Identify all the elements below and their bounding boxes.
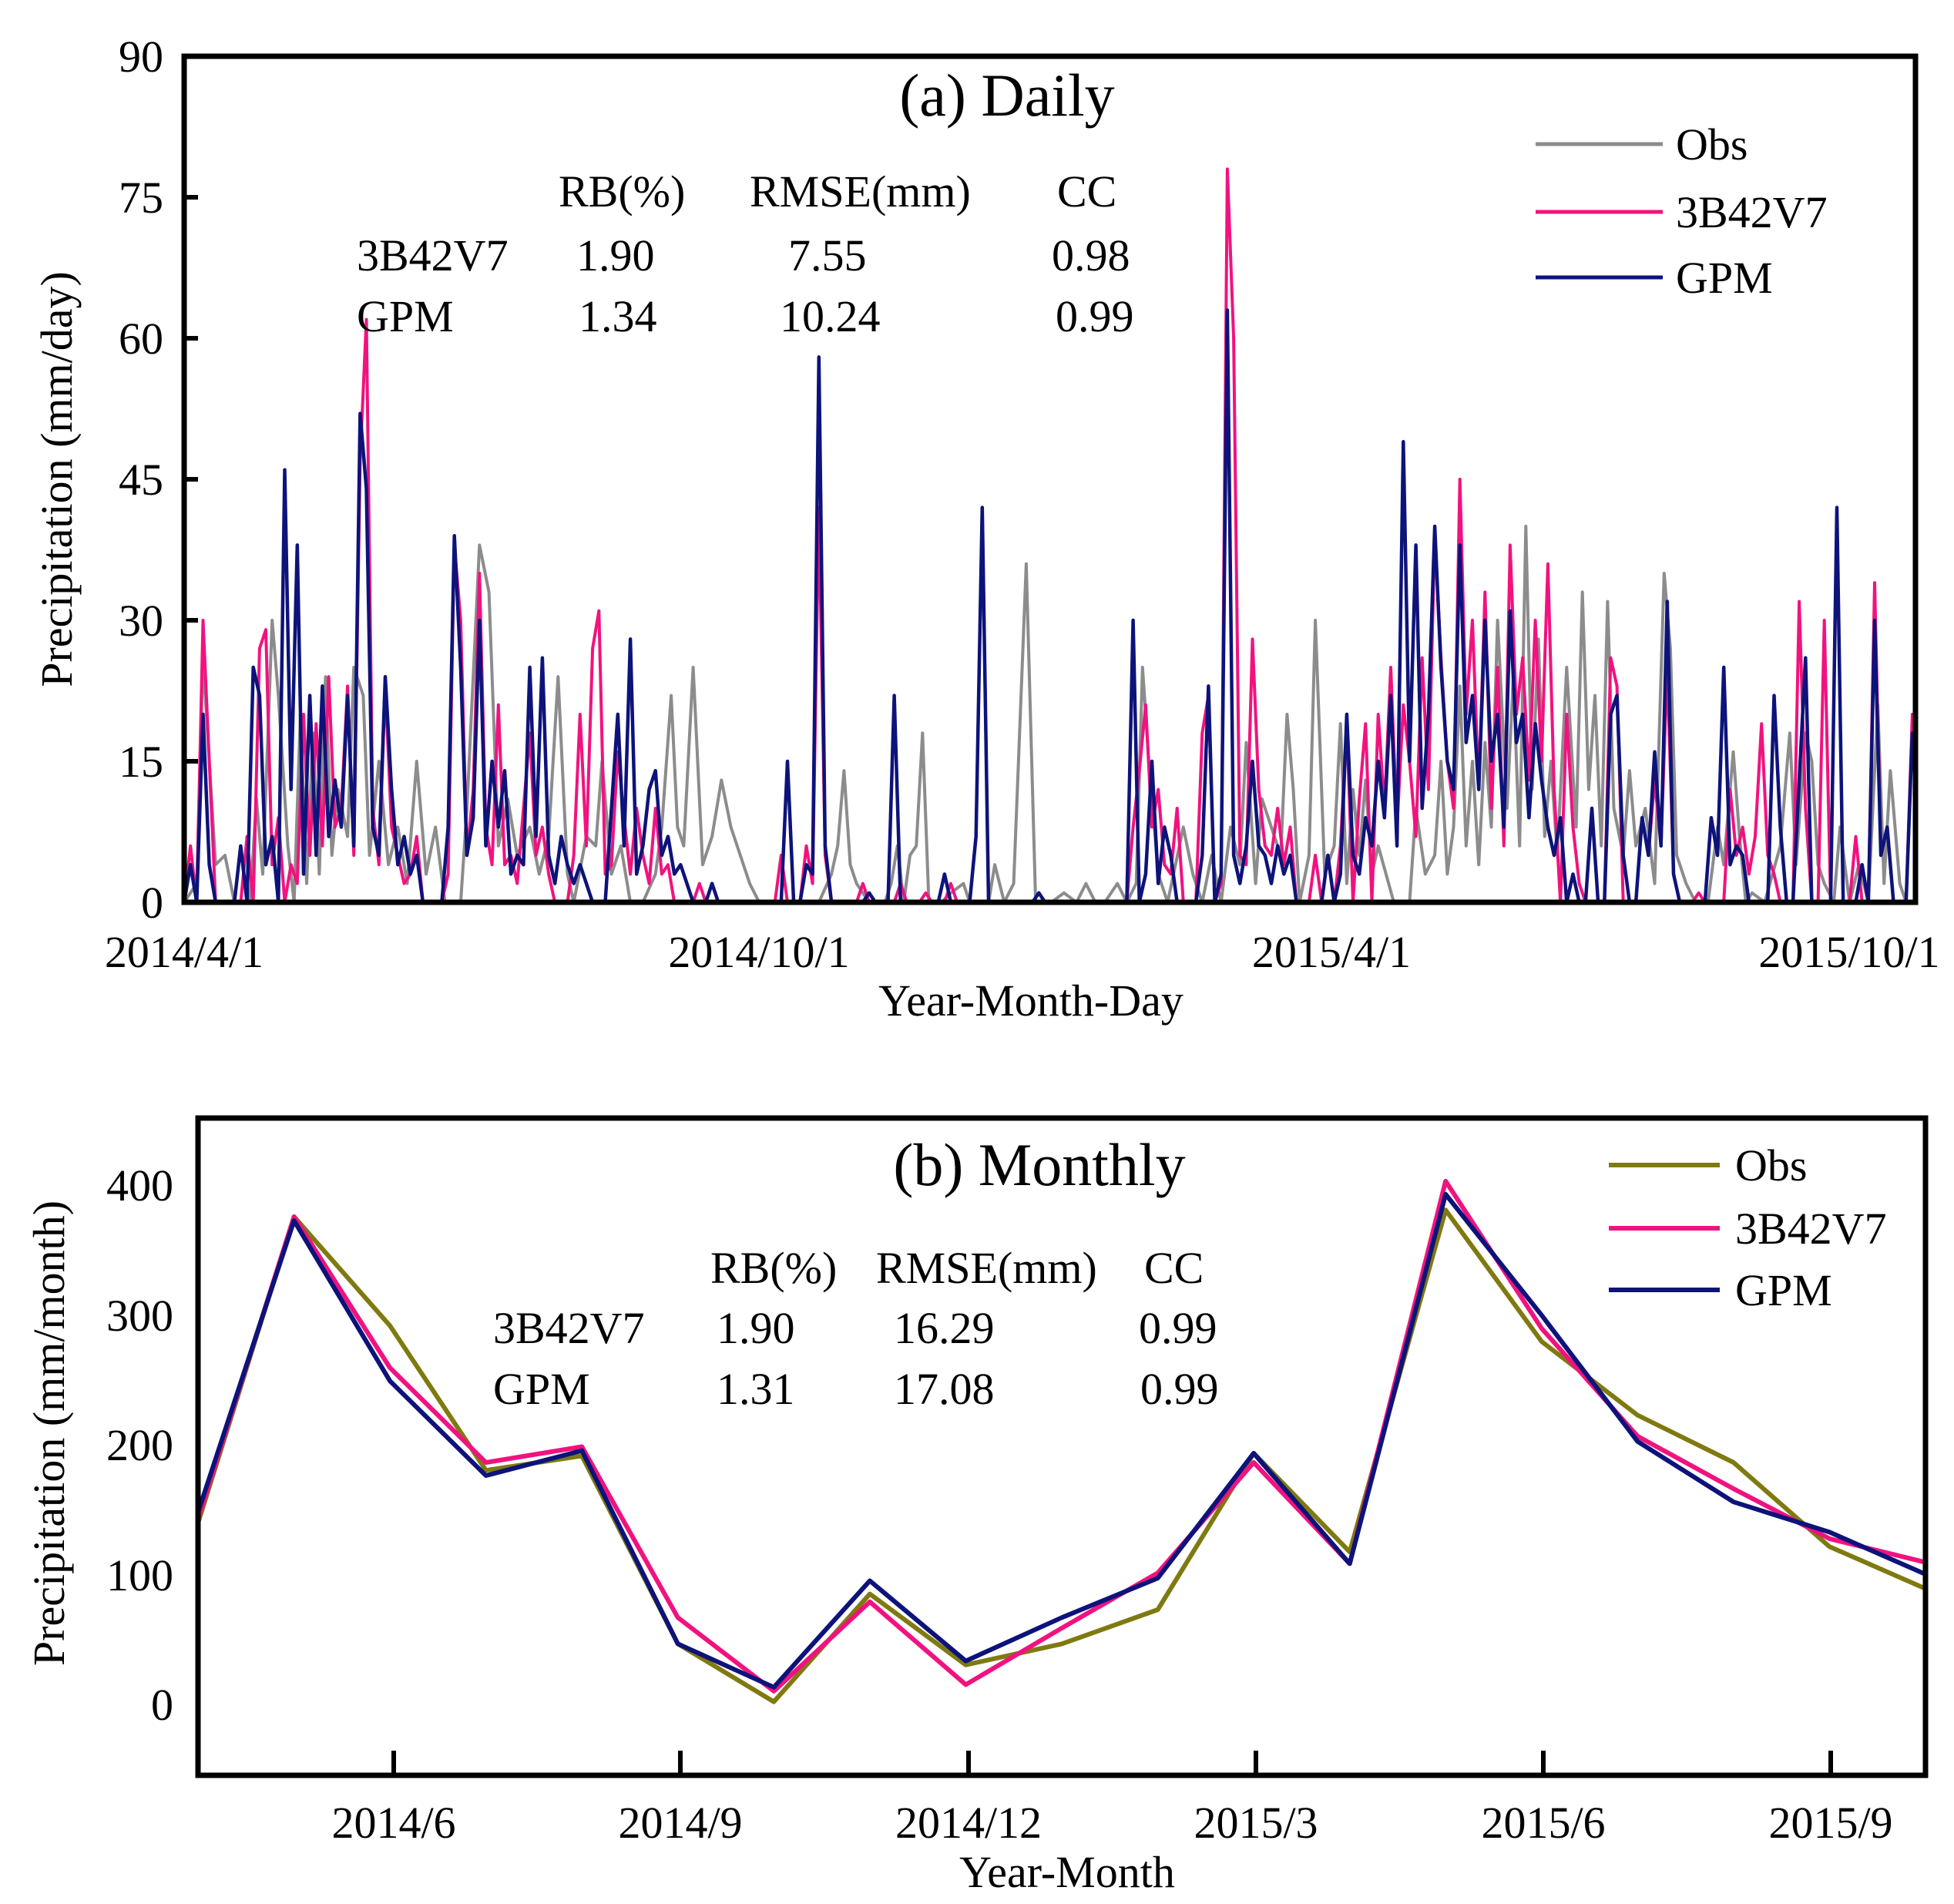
monthly-stats-row-rb: 1.90 (717, 1303, 795, 1353)
monthly-xtick-label: 2014/12 (895, 1798, 1042, 1848)
monthly-ytick-label: 200 (106, 1420, 173, 1470)
monthly-plot-frame (195, 1115, 1929, 1778)
monthly-stats-row-rmse: 16.29 (894, 1303, 995, 1353)
daily-x-axis-title: Year-Month-Day (878, 976, 1183, 1026)
monthly-chart-title: (b) Monthly (893, 1131, 1185, 1198)
monthly-stats-table: RB(%) RMSE(mm) CC 3B42V7 1.90 16.29 0.99… (493, 1243, 1219, 1414)
daily-xtick-label: 2015/4/1 (1252, 927, 1411, 977)
daily-stats-row-rb: 1.34 (579, 291, 657, 341)
monthly-series-obs-line (196, 1207, 1928, 1704)
monthly-ytick-label: 400 (106, 1160, 173, 1211)
daily-stats-header-rb: RB(%) (559, 166, 685, 217)
monthly-stats-header-rb: RB(%) (710, 1243, 837, 1293)
monthly-xtick-label: 2015/9 (1768, 1798, 1892, 1848)
monthly-stats-row-rb: 1.31 (717, 1364, 795, 1414)
monthly-ytick-label: 300 (106, 1291, 173, 1341)
daily-ytick-label: 15 (119, 737, 163, 787)
daily-ytick-label: 75 (119, 173, 163, 223)
daily-y-axis-title: Precipitation (mm/day) (32, 271, 82, 687)
daily-legend-label-obs: Obs (1676, 119, 1748, 170)
monthly-stats-row-cc: 0.99 (1140, 1364, 1219, 1414)
daily-stats-header-rmse: RMSE(mm) (750, 166, 971, 217)
daily-series-obs-line (183, 525, 1917, 904)
monthly-stats-row-rmse: 17.08 (894, 1364, 995, 1414)
monthly-stats-header-cc: CC (1144, 1243, 1204, 1293)
daily-xtick-label: 2014/10/1 (668, 927, 849, 977)
monthly-series-layer (196, 1178, 1928, 1704)
monthly-legend-label-obs: Obs (1735, 1140, 1807, 1190)
daily-xtick-label: 2014/4/1 (105, 927, 264, 977)
daily-ytick-label: 30 (119, 596, 163, 646)
daily-stats-row-rmse: 10.24 (780, 291, 881, 341)
monthly-y-axis-title: Precipitation (mm/month) (24, 1200, 74, 1666)
monthly-legend: Obs 3B42V7 GPM (1609, 1140, 1887, 1315)
monthly-ytick-label: 0 (151, 1680, 173, 1730)
daily-chart-title: (a) Daily (899, 62, 1114, 129)
daily-ytick-label: 90 (119, 32, 163, 82)
daily-chart: (a) Daily 0 15 30 45 60 75 90 2014/4/1 2… (32, 32, 1940, 1026)
daily-stats-table: RB(%) RMSE(mm) CC 3B42V7 1.90 7.55 0.98 … (357, 166, 1134, 341)
monthly-stats-row-name: GPM (493, 1364, 590, 1414)
monthly-series-3b42v7-line (196, 1178, 1928, 1694)
monthly-ytick-label: 100 (106, 1550, 173, 1600)
daily-legend-label-gpm: GPM (1676, 253, 1773, 303)
daily-ytick-label: 60 (119, 314, 163, 364)
daily-stats-row-rmse: 7.55 (788, 230, 867, 280)
monthly-stats-row-name: 3B42V7 (493, 1303, 645, 1353)
monthly-legend-label-gpm: GPM (1735, 1265, 1832, 1315)
daily-stats-row-cc: 0.99 (1056, 291, 1134, 341)
monthly-series-gpm-line (196, 1191, 1928, 1690)
daily-stats-header-cc: CC (1057, 166, 1116, 217)
daily-legend-label-3b42v7: 3B42V7 (1676, 187, 1828, 237)
monthly-xtick-label: 2014/6 (331, 1798, 455, 1848)
monthly-xtick-label: 2015/6 (1481, 1798, 1605, 1848)
monthly-stats-row-cc: 0.99 (1139, 1303, 1217, 1353)
monthly-xtick-label: 2014/9 (618, 1798, 742, 1848)
daily-stats-row-name: 3B42V7 (357, 230, 509, 280)
monthly-chart: (b) Monthly 0 100 200 300 400 2014/6 201… (24, 1115, 1929, 1897)
monthly-stats-header-rmse: RMSE(mm) (876, 1243, 1097, 1293)
daily-stats-row-name: GPM (357, 291, 454, 341)
daily-stats-row-rb: 1.90 (576, 230, 655, 280)
monthly-x-axis-title: Year-Month (959, 1847, 1175, 1897)
monthly-xtick-label: 2015/3 (1194, 1798, 1318, 1848)
daily-legend: Obs 3B42V7 GPM (1536, 119, 1828, 303)
monthly-legend-label-3b42v7: 3B42V7 (1735, 1204, 1887, 1254)
daily-stats-row-cc: 0.98 (1052, 230, 1130, 280)
daily-ytick-label: 45 (119, 455, 163, 505)
daily-xtick-label: 2015/10/1 (1758, 927, 1939, 977)
daily-ytick-label: 0 (141, 878, 163, 928)
